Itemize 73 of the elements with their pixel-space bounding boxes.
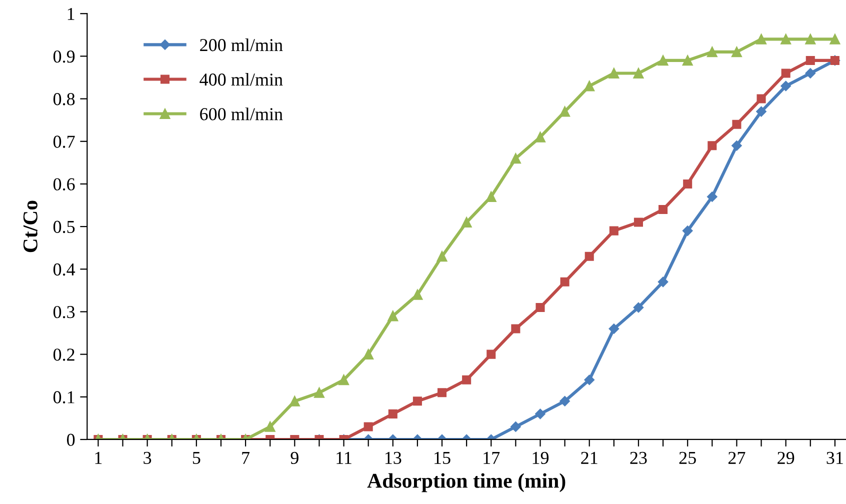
point xyxy=(658,276,668,288)
point xyxy=(830,34,840,44)
point xyxy=(682,55,693,66)
point xyxy=(732,46,742,58)
y-tick-label: 0.1 xyxy=(53,391,74,404)
x-tick-label: 15 xyxy=(434,452,450,464)
point xyxy=(412,289,423,300)
x-tick-label: 23 xyxy=(630,452,647,464)
point xyxy=(805,34,816,44)
x-tick-label: 11 xyxy=(336,452,352,464)
legend-label: 200 ml/min xyxy=(200,38,283,52)
x-tick-label: 1 xyxy=(95,452,102,464)
point xyxy=(756,94,766,104)
point xyxy=(732,140,742,151)
y-tick-label: 0.4 xyxy=(53,263,76,276)
point xyxy=(806,56,815,65)
point xyxy=(436,251,448,262)
y-tick-label: 0.7 xyxy=(53,136,75,148)
x-tick-label: 7 xyxy=(242,452,250,464)
point xyxy=(658,205,668,214)
point xyxy=(756,106,766,117)
point xyxy=(633,302,644,313)
point xyxy=(510,153,521,164)
x-tick-label: 5 xyxy=(192,452,200,464)
x-tick-label: 31 xyxy=(826,452,843,464)
y-tick-label: 0.8 xyxy=(53,93,75,106)
x-tick-label: 13 xyxy=(385,452,402,464)
point xyxy=(805,68,816,78)
x-tick-label: 21 xyxy=(581,452,598,464)
point xyxy=(658,55,668,66)
point xyxy=(707,192,718,202)
point xyxy=(682,226,693,236)
x-tick-label: 17 xyxy=(484,452,500,464)
x-axis-title: Adsorption time (min) xyxy=(367,473,566,492)
y-tick-label: 0.2 xyxy=(53,348,74,361)
point xyxy=(536,302,545,312)
y-tick-label: 0.6 xyxy=(53,178,75,190)
point xyxy=(560,277,570,286)
x-tick-label: 3 xyxy=(144,452,152,464)
y-tick-label: 1 xyxy=(68,8,74,20)
point xyxy=(633,68,644,78)
y-tick-label: 0.9 xyxy=(53,50,75,63)
point xyxy=(535,132,546,142)
y-tick-label: 0.3 xyxy=(53,306,75,318)
point xyxy=(560,106,570,117)
point xyxy=(780,80,791,92)
y-tick-label: 0 xyxy=(66,434,75,446)
point xyxy=(708,141,717,150)
legend-label: 600 ml/min xyxy=(200,108,283,120)
point xyxy=(706,46,718,58)
legend-label: 400 ml/min xyxy=(200,73,283,86)
x-tick-label: 29 xyxy=(778,452,794,464)
x-tick-label: 19 xyxy=(532,452,549,464)
point xyxy=(486,192,496,202)
point xyxy=(608,68,620,78)
x-tick-label: 25 xyxy=(679,452,696,464)
y-axis-title: Ct/Co xyxy=(23,200,38,252)
point xyxy=(608,324,620,334)
point xyxy=(609,226,618,236)
point xyxy=(756,34,766,44)
point xyxy=(781,68,790,78)
point xyxy=(780,34,792,44)
x-tick-label: 9 xyxy=(290,452,298,464)
point xyxy=(732,120,742,129)
point xyxy=(388,310,398,322)
point xyxy=(634,218,643,227)
point xyxy=(584,252,594,261)
point xyxy=(584,80,595,92)
y-tick-label: 0.5 xyxy=(53,220,75,234)
point xyxy=(461,217,472,228)
point xyxy=(511,324,520,334)
point xyxy=(683,179,692,188)
x-tick-label: 27 xyxy=(728,452,746,464)
